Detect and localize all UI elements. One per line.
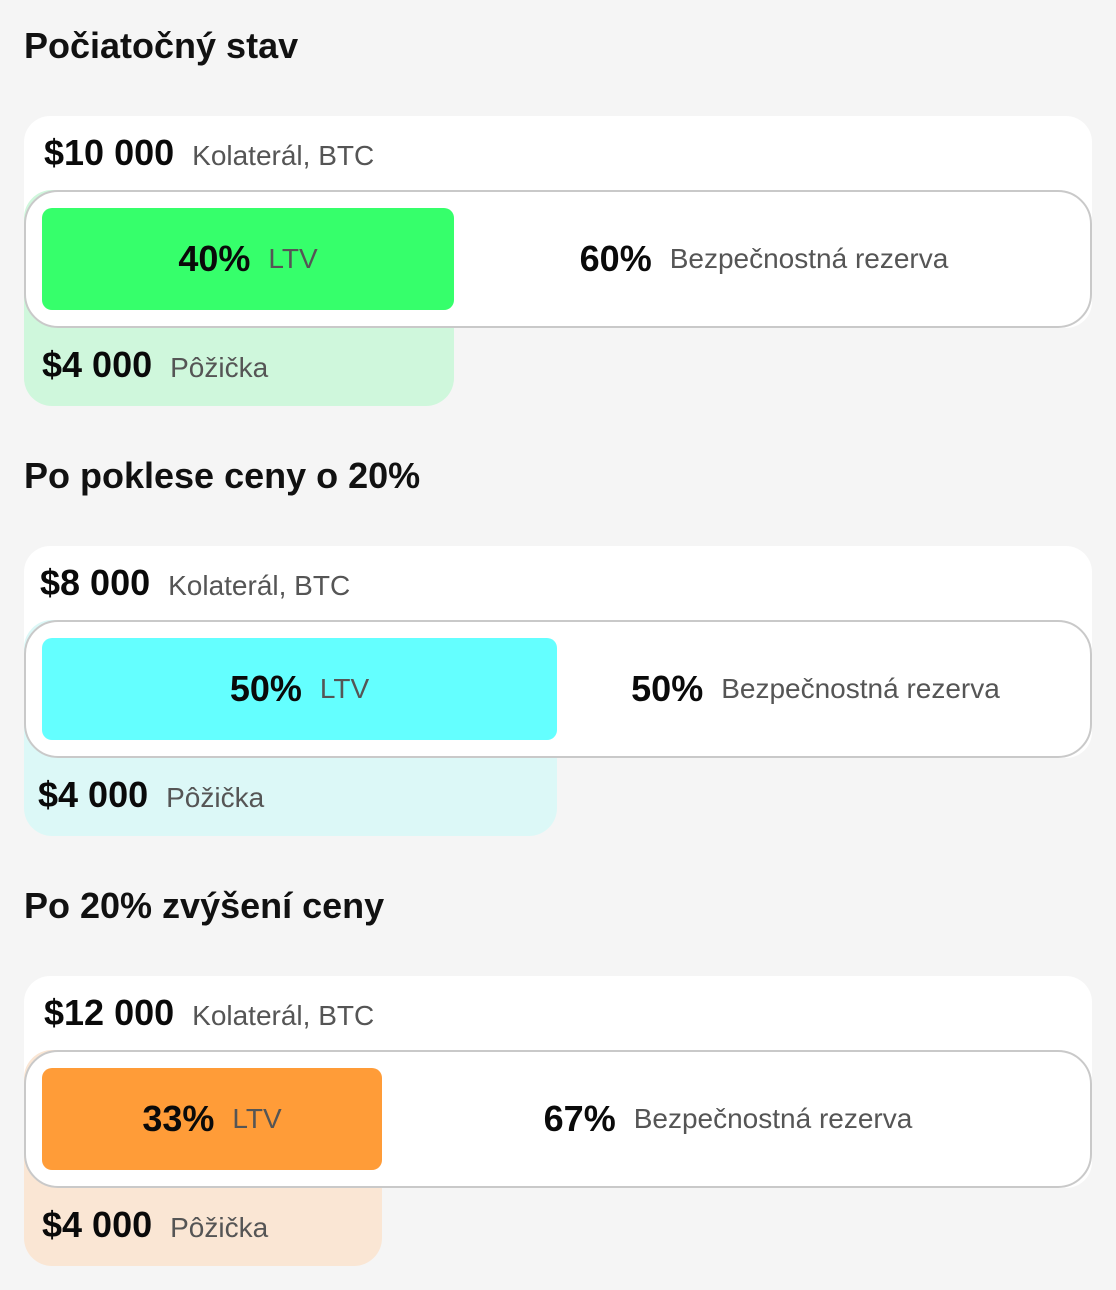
- scenario-price-drop: Po poklese ceny o 20% $8 000 Kolaterál, …: [0, 430, 1116, 860]
- ltv-fill: 50% LTV: [42, 638, 557, 740]
- ltv-bar: 50% LTV 50% Bezpečnostná rezerva: [24, 620, 1092, 758]
- reserve-label: Bezpečnostná rezerva: [633, 1103, 913, 1134]
- loan-label: Pôžička: [166, 782, 265, 813]
- ltv-value: 33%: [142, 1098, 215, 1139]
- reserve-segment: 67% Bezpečnostná rezerva: [382, 1068, 1074, 1170]
- scenario-title: Po 20% zvýšení ceny: [24, 885, 385, 926]
- ltv-label: LTV: [319, 673, 370, 704]
- scenario-title: Počiatočný stav: [24, 25, 299, 66]
- collateral-summary: $8 000 Kolaterál, BTC: [40, 562, 350, 604]
- collateral-value: $10 000: [44, 132, 175, 173]
- collateral-label: Kolaterál, BTC: [192, 140, 375, 171]
- loan-summary: $4 000 Pôžička: [38, 774, 264, 816]
- loan-value: $4 000: [42, 344, 153, 385]
- loan-summary: $4 000 Pôžička: [42, 1204, 268, 1246]
- loan-value: $4 000: [42, 1204, 153, 1245]
- scenario-initial: Počiatočný stav $10 000 Kolaterál, BTC 4…: [0, 0, 1116, 430]
- ltv-fill: 40% LTV: [42, 208, 454, 310]
- reserve-label: Bezpečnostná rezerva: [721, 673, 1000, 704]
- ltv-bar: 33% LTV 67% Bezpečnostná rezerva: [24, 1050, 1092, 1188]
- loan-label: Pôžička: [170, 352, 269, 383]
- ltv-value: 50%: [229, 668, 302, 709]
- reserve-value: 67%: [543, 1098, 616, 1139]
- reserve-segment: 50% Bezpečnostná rezerva: [557, 638, 1074, 740]
- ltv-label: LTV: [232, 1103, 282, 1134]
- loan-value: $4 000: [38, 774, 149, 815]
- reserve-label: Bezpečnostná rezerva: [669, 243, 949, 274]
- reserve-value: 60%: [579, 238, 652, 279]
- collateral-summary: $12 000 Kolaterál, BTC: [44, 992, 374, 1034]
- collateral-label: Kolaterál, BTC: [168, 570, 351, 601]
- reserve-value: 50%: [631, 668, 704, 709]
- ltv-fill: 33% LTV: [42, 1068, 382, 1170]
- scenario-price-rise: Po 20% zvýšení ceny $12 000 Kolaterál, B…: [0, 860, 1116, 1290]
- reserve-segment: 60% Bezpečnostná rezerva: [454, 208, 1074, 310]
- loan-summary: $4 000 Pôžička: [42, 344, 268, 386]
- loan-label: Pôžička: [170, 1212, 269, 1243]
- collateral-summary: $10 000 Kolaterál, BTC: [44, 132, 374, 174]
- ltv-label: LTV: [268, 243, 318, 274]
- collateral-value: $8 000: [40, 562, 151, 603]
- scenario-title: Po poklese ceny o 20%: [24, 455, 421, 496]
- collateral-value: $12 000: [44, 992, 175, 1033]
- ltv-value: 40%: [178, 238, 251, 279]
- ltv-bar: 40% LTV 60% Bezpečnostná rezerva: [24, 190, 1092, 328]
- collateral-label: Kolaterál, BTC: [192, 1000, 375, 1031]
